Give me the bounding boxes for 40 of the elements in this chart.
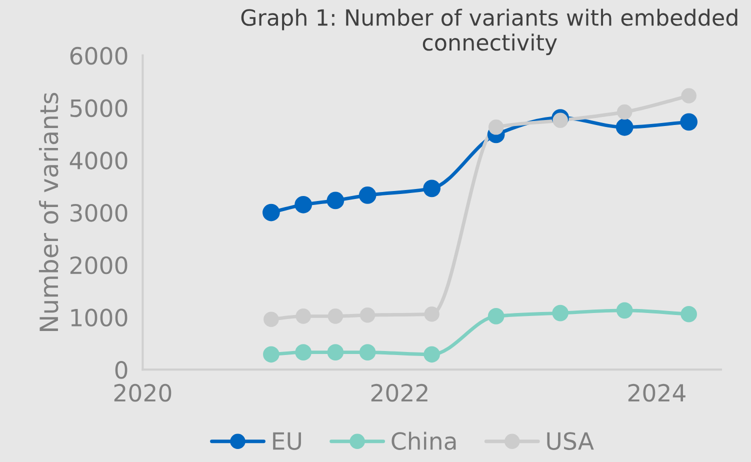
chart-title: Graph 1: Number of variants with embedded connectivity: [241, 8, 738, 56]
point: [488, 308, 504, 324]
point: [295, 344, 312, 360]
point: [681, 88, 696, 104]
y-tick-label: 5000: [70, 99, 128, 118]
point: [424, 306, 440, 322]
point: [263, 346, 280, 363]
x-tick-label: 2020: [114, 384, 172, 402]
y-tick-label: 4000: [70, 152, 128, 170]
point: [294, 196, 312, 214]
y-tick-label: 3000: [70, 204, 128, 222]
point: [327, 344, 344, 360]
point: [488, 120, 504, 135]
point: [680, 306, 697, 322]
point: [262, 204, 280, 222]
point: [296, 308, 311, 324]
point: [616, 104, 632, 120]
point: [359, 344, 376, 360]
y-axis-title: Number of variants: [38, 92, 58, 331]
x-tick-label: 2024: [628, 384, 686, 402]
y-tick-label: 6000: [70, 46, 128, 65]
point: [616, 118, 634, 136]
y-tick-label: 0: [115, 361, 128, 379]
legend-label: EU: [273, 432, 301, 450]
legend-label: USA: [547, 432, 594, 450]
point: [328, 308, 344, 324]
point: [616, 302, 633, 319]
point: [423, 180, 441, 198]
y-tick-label: 2000: [70, 256, 128, 274]
point: [358, 186, 376, 204]
point: [424, 346, 440, 363]
point: [552, 112, 568, 128]
point: [360, 308, 376, 323]
point: [680, 113, 698, 131]
y-tick-label: 1000: [71, 308, 128, 327]
point: [552, 304, 568, 322]
legend-label: China: [392, 432, 456, 450]
point: [264, 312, 279, 327]
point: [326, 192, 344, 210]
x-tick-label: 2022: [371, 384, 428, 402]
